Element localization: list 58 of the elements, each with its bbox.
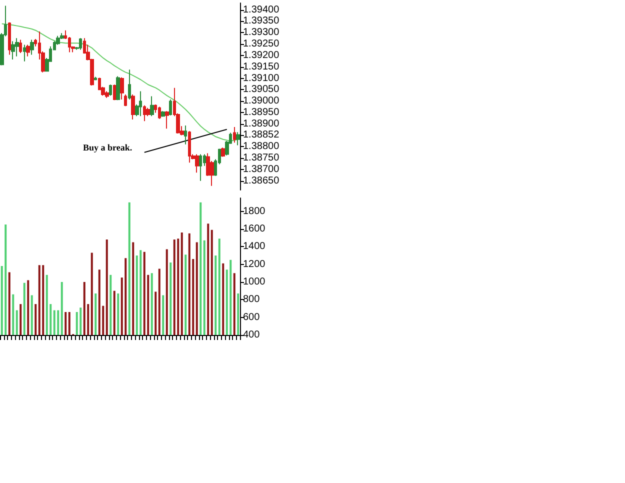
candlestick [165, 110, 169, 130]
candlestick [94, 76, 97, 81]
candlestick [161, 110, 165, 118]
line-series [1, 23, 239, 142]
candlestick [124, 94, 127, 107]
y-tick-label: 1.39050 [243, 84, 280, 96]
y-tick-label: 1200 [243, 258, 266, 270]
candlestick [150, 96, 154, 117]
y-tick-label: 1600 [243, 223, 266, 234]
candlestick [233, 126, 236, 144]
candlestick [120, 76, 124, 100]
candlestick [23, 44, 26, 62]
y-tick-label: 1.38650 [243, 175, 280, 186]
candlestick [19, 39, 22, 54]
y-tick-label: 600 [243, 312, 260, 323]
candlestick [139, 90, 142, 117]
y-tick-label: 1.39100 [243, 72, 280, 84]
y-tick-label: 1000 [243, 276, 266, 288]
candlestick [143, 104, 146, 122]
y-tick-label: 1.38800 [243, 141, 280, 152]
y-tick-label: 1.39300 [243, 27, 280, 38]
y-tick-label: 1.39200 [243, 50, 280, 61]
y-tick-label: 1.39150 [243, 61, 280, 72]
candlestick [15, 38, 19, 57]
candlestick [169, 98, 172, 116]
candlestick [146, 107, 150, 117]
candlestick [30, 39, 34, 56]
candlestick [113, 84, 116, 101]
candlestick [105, 90, 109, 98]
y-tick-label: 1.39400 [243, 4, 280, 16]
candlestick [158, 106, 161, 120]
candlestick [221, 147, 225, 158]
candlestick [128, 69, 131, 100]
y-tick-label: 1.38950 [243, 106, 280, 118]
candlestick [26, 44, 30, 57]
candlestick [236, 132, 240, 146]
y-tick-label: 1.39350 [243, 16, 280, 27]
y-tick-label: 1.38900 [243, 118, 280, 130]
candlestick [184, 124, 187, 145]
y-tick-label: 400 [243, 330, 260, 340]
y-tick-label: 1.38852 [243, 129, 280, 140]
candlestick [116, 76, 120, 101]
y-tick-label: 1.39000 [243, 96, 280, 107]
y-tick-label: 1.38750 [243, 152, 280, 164]
annotation: Buy a break. [83, 142, 132, 152]
y-tick-label: 1800 [243, 206, 266, 217]
candlestick [8, 22, 11, 56]
candlestick [79, 38, 82, 50]
y-tick-label: 1.39250 [243, 38, 280, 50]
candlestick [195, 154, 199, 174]
candlestick [199, 154, 202, 182]
y-tick-label: 1400 [243, 241, 266, 252]
y-tick-label: 800 [243, 294, 260, 306]
candlestick [109, 84, 112, 96]
y-tick-label: 1.38700 [243, 164, 280, 175]
candlestick [131, 94, 135, 120]
candlestick [11, 40, 15, 60]
candlestick [188, 130, 191, 164]
